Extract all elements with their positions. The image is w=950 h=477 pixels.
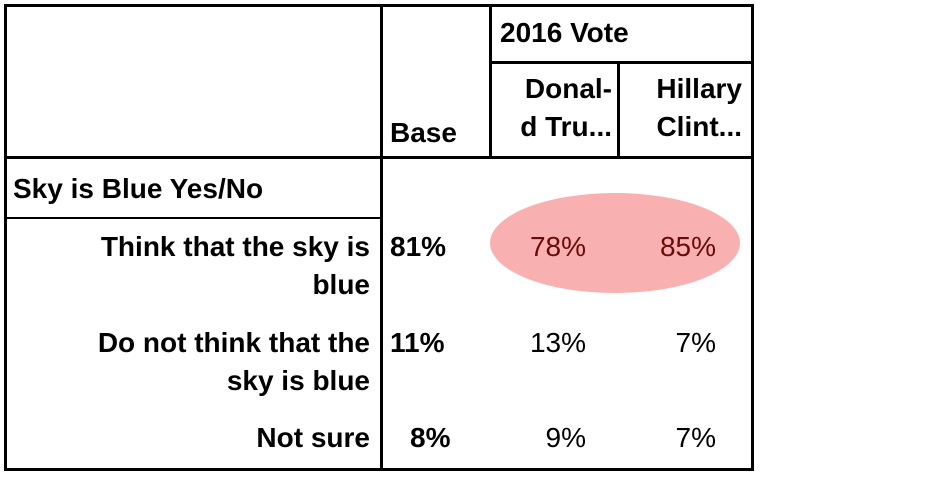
- clinton-value: 85%: [659, 231, 716, 262]
- row-label: Not sure: [10, 419, 370, 457]
- divider-trump-clinton: [617, 61, 620, 159]
- trump-value: 9%: [545, 422, 586, 453]
- group-header-2016-vote: 2016 Vote: [500, 17, 629, 48]
- trump-value: 78%: [529, 231, 586, 262]
- border-left: [4, 4, 7, 471]
- column-header-clinton: Hillary Clint...: [620, 70, 742, 146]
- column-header-clinton-line1: Hillary: [656, 73, 742, 104]
- border-bottom: [5, 468, 754, 471]
- row-label-line: Think that the sky is: [100, 231, 370, 262]
- divider-label-base: [380, 4, 383, 471]
- row-label-line: blue: [312, 269, 370, 300]
- border-right: [751, 4, 754, 471]
- base-value: 11%: [390, 327, 445, 358]
- divider-base-group: [489, 4, 492, 159]
- row-label: Do not think that the sky is blue: [10, 324, 370, 400]
- row-label: Think that the sky is blue: [10, 228, 370, 304]
- divider-group-header: [489, 61, 754, 64]
- border-top: [5, 4, 754, 7]
- column-header-clinton-line2: Clint...: [656, 111, 742, 142]
- column-header-trump-line1: Donal-: [524, 73, 612, 104]
- base-value: 81%: [390, 231, 447, 262]
- column-header-base: Base: [390, 117, 457, 148]
- question-label: Sky is Blue Yes/No: [13, 173, 264, 204]
- row-label-line: Do not think that the: [97, 327, 370, 358]
- clinton-value: 7%: [675, 422, 716, 453]
- highlight-ellipse: [490, 193, 740, 293]
- clinton-value: 7%: [675, 327, 716, 358]
- base-value: 8%: [410, 422, 451, 453]
- column-header-trump-line2: d Tru...: [520, 111, 612, 142]
- row-label-line: Not sure: [256, 422, 370, 453]
- divider-question: [5, 217, 382, 219]
- row-label-line: sky is blue: [226, 365, 370, 396]
- column-header-trump: Donal- d Tru...: [492, 70, 612, 146]
- divider-header-body: [5, 156, 754, 159]
- trump-value: 13%: [529, 327, 586, 358]
